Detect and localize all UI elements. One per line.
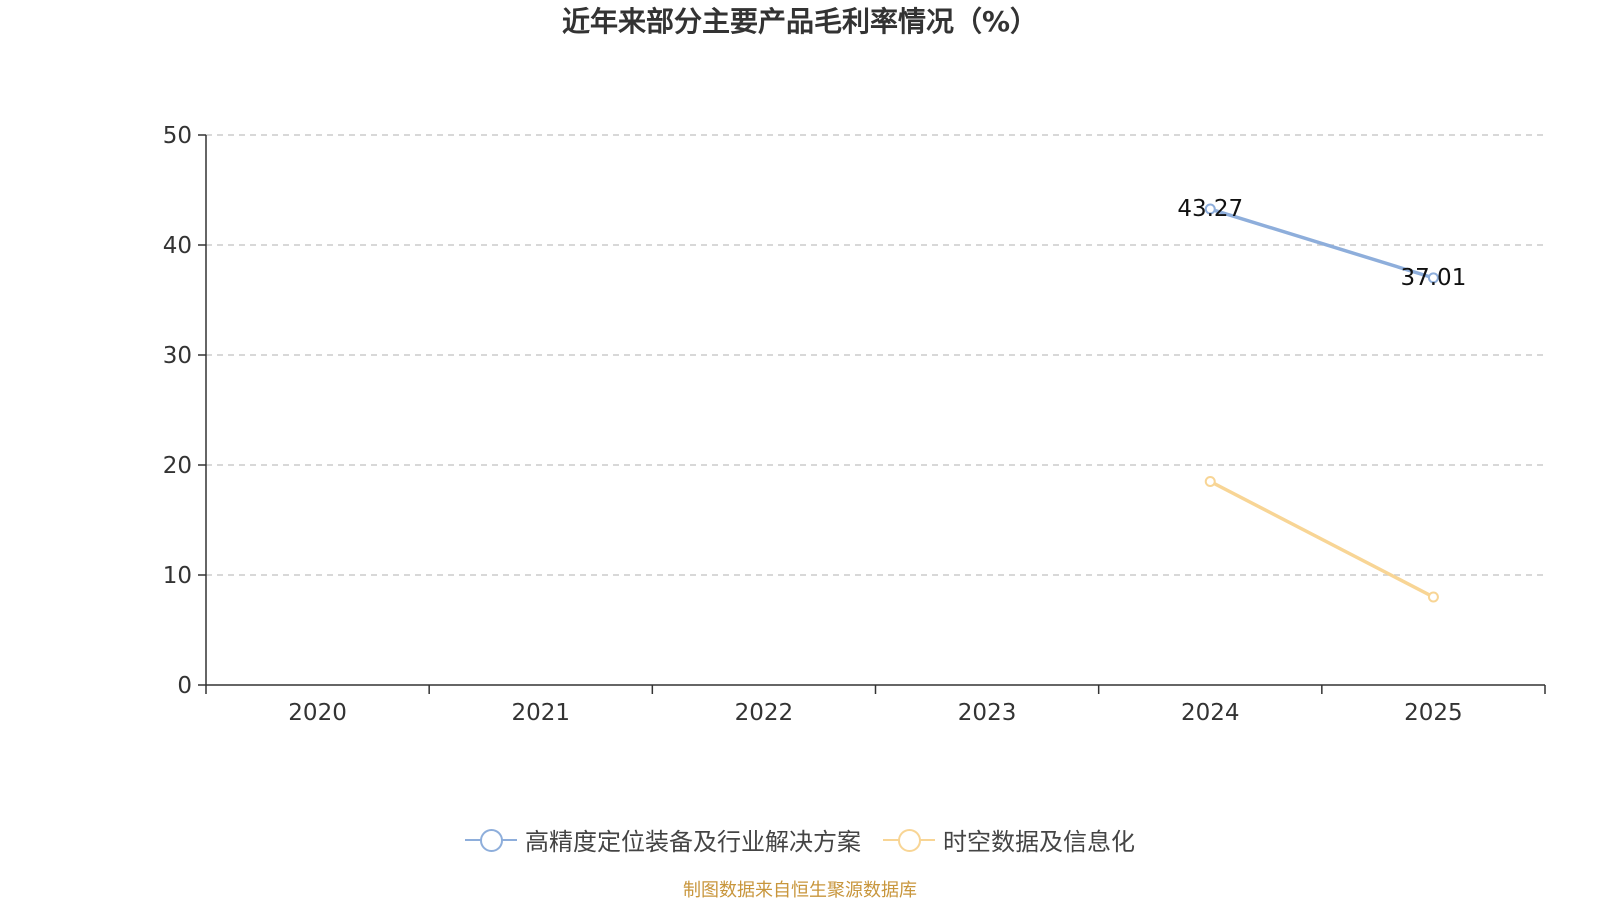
axes: 0 10 20 30 40 50 2020 2021 2022 2023 2024 2025 [163,123,1546,726]
y-tick-label: 50 [163,123,192,149]
x-tick-label: 2020 [288,700,347,726]
data-label: 43.27 [1177,196,1243,222]
data-label: 37.01 [1400,265,1466,291]
y-tick-label: 40 [163,233,192,259]
source-note: 制图数据来自恒生聚源数据库 [683,880,917,901]
legend-line-circle-icon [883,827,935,853]
x-tick-label: 2022 [735,700,794,726]
series-line [1209,479,1435,599]
x-tick-label: 2023 [958,700,1017,726]
data-point [1204,476,1216,487]
legend-line-circle-icon [465,827,517,853]
data-point [1427,591,1439,603]
legend-label: 高精度定位装备及行业解决方案 [525,828,861,856]
grid-lines [206,134,1545,576]
data-point [1204,203,1216,215]
data-point [1427,272,1439,284]
legend-item[interactable]: 高精度定位装备及行业解决方案 [465,822,861,857]
legend-label: 时空数据及信息化 [943,828,1135,856]
series-line [1209,207,1434,280]
legend-item[interactable]: 时空数据及信息化 [883,822,1135,857]
y-tick-label: 0 [177,673,192,699]
data-labels: 43.27 37.01 [1177,196,1466,291]
x-tick-label: 2021 [511,700,570,726]
y-tick-label: 20 [163,453,192,479]
x-tick-label: 2025 [1404,700,1463,726]
legend: 高精度定位装备及行业解决方案 时空数据及信息化 [0,822,1600,857]
chart-title: 近年来部分主要产品毛利率情况（%） [561,5,1039,38]
series-layer [1204,203,1439,603]
y-tick-label: 30 [163,343,192,369]
y-tick-label: 10 [163,563,192,589]
x-tick-label: 2024 [1181,700,1240,726]
